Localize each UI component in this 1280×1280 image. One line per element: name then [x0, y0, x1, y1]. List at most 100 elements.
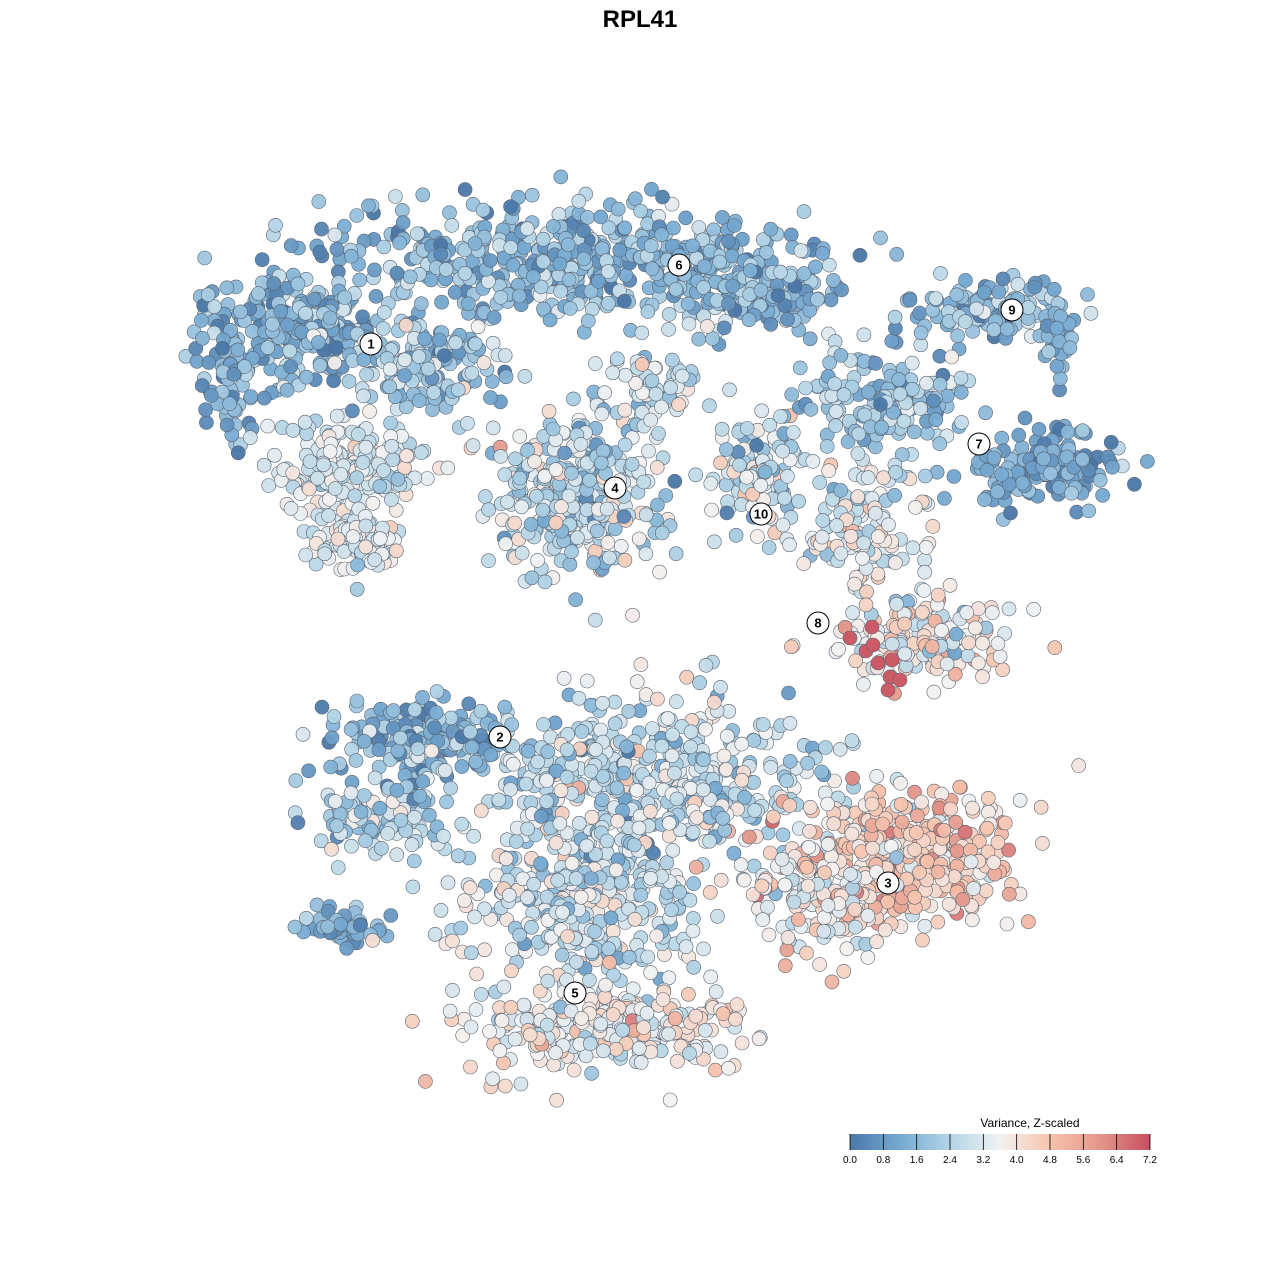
- scatter-point: [359, 367, 374, 382]
- scatter-point: [828, 404, 844, 419]
- scatter-point: [1051, 480, 1067, 495]
- scatter-point: [470, 319, 486, 335]
- scatter-point: [685, 238, 700, 254]
- scatter-point: [1053, 371, 1068, 386]
- scatter-point: [561, 272, 577, 287]
- scatter-point: [633, 657, 649, 672]
- scatter-point: [410, 226, 425, 242]
- scatter-point: [763, 221, 779, 237]
- scatter-point: [530, 754, 546, 770]
- scatter-point: [285, 465, 301, 481]
- scatter-point: [1081, 503, 1096, 519]
- colorbar-tick-label: 0.0: [843, 1155, 857, 1166]
- scatter-point: [734, 1035, 750, 1051]
- scatter-point: [481, 274, 496, 289]
- cluster-label-text: 7: [975, 437, 982, 452]
- scatter-point: [267, 447, 282, 463]
- scatter-point: [411, 349, 427, 364]
- scatter-point: [815, 246, 830, 261]
- colorbar-legend: Variance, Z-scaled 0.0 0.8 1.6 2.4 3.2 4.0 4.8…: [843, 1116, 1157, 1166]
- scatter-point: [466, 828, 482, 844]
- scatter-point: [1127, 476, 1142, 492]
- scatter-point: [310, 470, 325, 486]
- scatter-point: [843, 528, 859, 544]
- scatter-point: [761, 927, 777, 943]
- scatter-point: [712, 254, 727, 270]
- scatter-point: [930, 914, 946, 930]
- scatter-point: [1035, 836, 1050, 851]
- scatter-point: [644, 373, 660, 389]
- scatter-point: [590, 274, 606, 289]
- scatter-point: [967, 620, 983, 636]
- scatter-point: [713, 1044, 729, 1059]
- scatter-point: [566, 1062, 582, 1078]
- scatter-point: [705, 331, 720, 346]
- scatter-point: [925, 519, 941, 534]
- scatter-point: [607, 716, 623, 732]
- scatter-point: [761, 540, 777, 555]
- scatter-point: [937, 491, 952, 506]
- scatter-point: [261, 478, 277, 493]
- scatter-point: [475, 202, 491, 218]
- scatter-point: [659, 855, 675, 871]
- scatter-point: [888, 555, 903, 571]
- scatter-point: [914, 604, 930, 620]
- scatter-point: [447, 285, 463, 300]
- cluster-label-3: 3: [876, 871, 900, 895]
- scatter-point: [727, 218, 742, 233]
- scatter-point: [601, 220, 617, 236]
- scatter-point: [975, 635, 990, 651]
- scatter-point: [503, 1000, 519, 1015]
- scatter-point: [865, 637, 881, 653]
- scatter-point: [949, 287, 965, 303]
- scatter-point: [372, 531, 388, 546]
- scatter-point: [306, 291, 322, 307]
- scatter-point: [503, 199, 518, 214]
- scatter-point: [799, 859, 815, 875]
- scatter-point: [688, 1008, 704, 1024]
- scatter-point: [609, 351, 625, 367]
- scatter-point: [496, 1055, 511, 1071]
- scatter-point: [868, 356, 884, 371]
- scatter-point: [932, 376, 948, 392]
- scatter-point: [986, 322, 1002, 338]
- scatter-point: [808, 259, 823, 275]
- scatter-point: [522, 1027, 538, 1043]
- scatter-point: [483, 390, 498, 405]
- scatter-point: [686, 959, 702, 975]
- scatter-point: [616, 765, 632, 781]
- scatter-point: [599, 833, 615, 849]
- scatter-point: [288, 773, 304, 788]
- scatter-point: [602, 550, 617, 566]
- scatter-point: [497, 699, 513, 715]
- cluster-label-4: 4: [603, 476, 627, 500]
- scatter-point: [383, 908, 399, 923]
- scatter-point: [625, 607, 640, 623]
- scatter-point: [820, 898, 836, 913]
- scatter-point: [777, 958, 793, 974]
- scatter-point: [650, 497, 665, 513]
- scatter-point: [696, 280, 711, 295]
- scatter-point: [461, 696, 477, 712]
- scatter-point: [833, 546, 849, 561]
- colorbar-tick-label: 4.0: [1010, 1155, 1024, 1166]
- scatter-point: [986, 450, 1002, 466]
- scatter-point: [699, 319, 715, 334]
- scatter-point: [936, 822, 952, 838]
- scatter-point: [273, 303, 289, 319]
- scatter-point: [333, 467, 349, 482]
- scatter-point: [904, 355, 920, 371]
- scatter-point: [311, 194, 327, 209]
- scatter-point: [533, 856, 548, 871]
- scatter-point: [343, 248, 359, 264]
- scatter-point: [486, 310, 502, 325]
- scatter-point: [385, 452, 401, 467]
- scatter-point: [917, 468, 933, 484]
- scatter-point: [897, 616, 912, 632]
- scatter-point: [324, 730, 340, 746]
- colorbar-tick-label: 4.8: [1043, 1155, 1057, 1166]
- scatter-point: [477, 942, 492, 958]
- scatter-point: [476, 355, 492, 371]
- scatter-point: [664, 352, 680, 368]
- scatter-point: [617, 437, 633, 453]
